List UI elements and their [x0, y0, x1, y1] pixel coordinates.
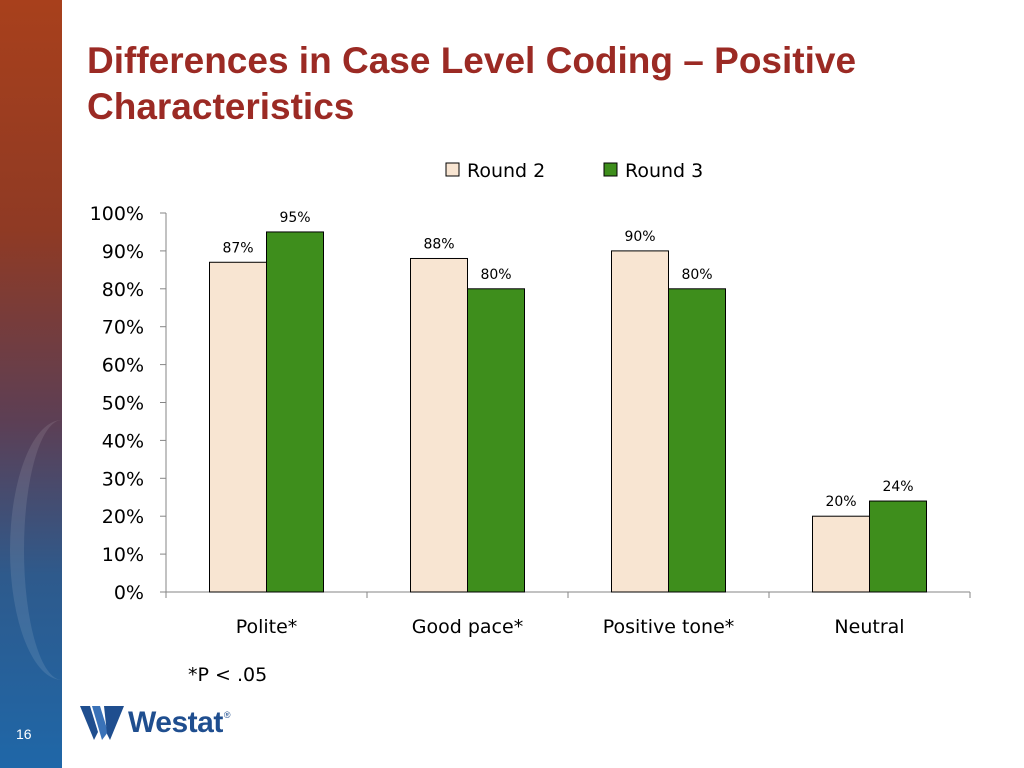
y-tick-label: 50% [102, 393, 144, 415]
data-label: 88% [423, 236, 454, 252]
westat-w-icon [80, 706, 124, 740]
legend: Round 2 Round 3 [445, 160, 703, 182]
legend-swatch [603, 162, 618, 177]
bar-round2 [209, 261, 267, 593]
bar-round2 [611, 250, 669, 593]
bar-round3 [266, 231, 324, 593]
legend-swatch [445, 162, 460, 177]
bar-round3 [467, 288, 525, 593]
logo-wordmark: Westat [128, 706, 223, 739]
bars [209, 231, 927, 593]
y-tick-label: 30% [102, 468, 144, 490]
category-label: Positive tone* [603, 616, 735, 638]
category-label: Good pace* [412, 616, 523, 638]
y-tick-label: 60% [102, 355, 144, 377]
y-axis: 0% 10% 20% 30% 40% 50% 60% 70% 80% 90% 100% [90, 203, 167, 604]
y-tick-label: 40% [102, 430, 144, 452]
data-label: 95% [279, 210, 310, 226]
data-label: 90% [624, 229, 655, 245]
data-label: 87% [222, 240, 253, 256]
y-tick-label: 90% [102, 241, 144, 263]
page-number: 16 [16, 726, 32, 742]
y-tick-label: 80% [102, 279, 144, 301]
side-band [0, 0, 62, 768]
y-tick-label: 70% [102, 317, 144, 339]
registered-mark: ® [223, 710, 231, 720]
data-label: 80% [681, 267, 712, 283]
data-label: 20% [825, 494, 856, 510]
legend-label: Round 2 [467, 160, 545, 182]
y-tick-label: 100% [90, 203, 144, 225]
bar-round3 [869, 500, 927, 593]
bar-round2 [410, 257, 468, 593]
y-tick-label: 0% [114, 582, 144, 604]
bar-round2 [812, 515, 870, 593]
data-label: 80% [480, 267, 511, 283]
bar-round3 [668, 288, 726, 593]
data-labels: 87% 95% 88% 80% 90% 80% 20% 24% [222, 210, 913, 510]
y-tick-label: 10% [102, 544, 144, 566]
slide-title: Differences in Case Level Coding – Posit… [87, 40, 857, 127]
x-axis: Polite* Good pace* Positive tone* Neutral [165, 591, 971, 638]
westat-logo: Westat ® [80, 704, 230, 742]
data-label: 24% [882, 479, 913, 495]
footnote: *P < .05 [188, 664, 268, 686]
y-tick-label: 20% [102, 506, 144, 528]
category-label: Polite* [236, 616, 298, 638]
category-label: Neutral [834, 616, 904, 638]
legend-label: Round 3 [625, 160, 703, 182]
